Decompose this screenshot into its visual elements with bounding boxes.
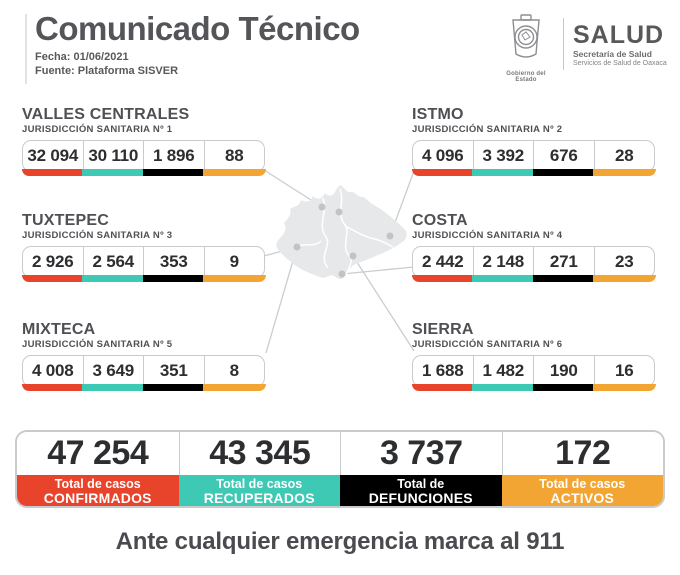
- total-recovered-label: Total de casos RECUPERADOS: [178, 475, 340, 506]
- total-confirmed-label: Total de casos CONFIRMADOS: [17, 475, 179, 506]
- total-active-value: 172: [501, 432, 663, 475]
- region-stats-box: 4 096 3 392 676 28: [411, 140, 656, 176]
- region-stats-box: 32 094 30 110 1 896 88: [21, 140, 266, 176]
- stat-recovered: 3 649: [82, 356, 145, 391]
- logo-block: Gobierno del Estado SALUD Secretaría de …: [498, 14, 667, 83]
- stat-active: 23: [593, 247, 656, 282]
- stat-confirmed: 2 442: [411, 247, 474, 282]
- stat-confirmed: 2 926: [21, 247, 84, 282]
- region-card-tuxtepec: TUXTEPEC JURISDICCIÓN SANITARIA Nº 3 2 9…: [21, 212, 266, 282]
- stat-active: 28: [593, 141, 656, 176]
- region-jurisdiction: JURISDICCIÓN SANITARIA Nº 1: [22, 124, 173, 135]
- brand-subtitle-1: Secretaría de Salud: [573, 49, 652, 59]
- stat-confirmed: 1 688: [411, 356, 474, 391]
- region-stats-box: 4 008 3 649 351 8: [21, 355, 266, 391]
- page-title: Comunicado Técnico: [35, 10, 360, 47]
- stat-recovered: 30 110: [82, 141, 145, 176]
- region-jurisdiction: JURISDICCIÓN SANITARIA Nº 6: [412, 339, 563, 350]
- stat-deaths: 676: [532, 141, 595, 176]
- state-outline: [276, 185, 407, 280]
- date-label: Fecha: 01/06/2021: [35, 51, 129, 63]
- total-deaths-value: 3 737: [340, 432, 502, 475]
- stat-recovered: 3 392: [472, 141, 535, 176]
- region-name: ISTMO: [412, 106, 464, 123]
- total-recovered-value: 43 345: [178, 432, 340, 475]
- region-card-istmo: ISTMO JURISDICCIÓN SANITARIA Nº 2 4 096 …: [411, 106, 656, 176]
- total-active: 172 Total de casos ACTIVOS: [501, 432, 663, 506]
- header-rule: [25, 14, 27, 84]
- stat-recovered: 1 482: [472, 356, 535, 391]
- brand-name: SALUD: [573, 21, 665, 49]
- total-confirmed: 47 254 Total de casos CONFIRMADOS: [17, 432, 179, 506]
- stat-recovered: 2 148: [472, 247, 535, 282]
- region-name: MIXTECA: [22, 321, 96, 338]
- stat-active: 88: [203, 141, 266, 176]
- header: Comunicado Técnico Fecha: 01/06/2021 Fue…: [35, 10, 360, 78]
- header-meta: Fecha: 01/06/2021 Fuente: Plataforma SIS…: [35, 51, 360, 78]
- region-card-costa: COSTA JURISDICCIÓN SANITARIA Nº 4 2 442 …: [411, 212, 656, 282]
- stat-deaths: 353: [142, 247, 205, 282]
- total-active-label: Total de casos ACTIVOS: [501, 475, 663, 506]
- region-stats-box: 2 442 2 148 271 23: [411, 246, 656, 282]
- government-seal: Gobierno del Estado: [498, 14, 554, 83]
- region-name: COSTA: [412, 212, 468, 229]
- region-jurisdiction: JURISDICCIÓN SANITARIA Nº 5: [22, 339, 173, 350]
- seal-icon: [512, 14, 540, 58]
- stat-deaths: 190: [532, 356, 595, 391]
- brand-subtitle-2: Servicios de Salud de Oaxaca: [573, 60, 667, 67]
- stat-confirmed: 4 096: [411, 141, 474, 176]
- stat-active: 16: [593, 356, 656, 391]
- logo-divider: [563, 18, 564, 70]
- total-deaths: 3 737 Total de DEFUNCIONES: [340, 432, 502, 506]
- region-card-sierra: SIERRA JURISDICCIÓN SANITARIA Nº 6 1 688…: [411, 321, 656, 391]
- source-label: Fuente: Plataforma SISVER: [35, 64, 179, 77]
- region-name: TUXTEPEC: [22, 212, 109, 229]
- region-stats-box: 2 926 2 564 353 9: [21, 246, 266, 282]
- region-card-mixteca: MIXTECA JURISDICCIÓN SANITARIA Nº 5 4 00…: [21, 321, 266, 391]
- seal-caption: Gobierno del Estado: [506, 71, 546, 83]
- region-name: SIERRA: [412, 321, 474, 338]
- region-card-valles-centrales: VALLES CENTRALES JURISDICCIÓN SANITARIA …: [21, 106, 266, 176]
- map-markers: [293, 203, 394, 278]
- stat-deaths: 1 896: [142, 141, 205, 176]
- stat-deaths: 271: [532, 247, 595, 282]
- region-jurisdiction: JURISDICCIÓN SANITARIA Nº 2: [412, 124, 563, 135]
- region-jurisdiction: JURISDICCIÓN SANITARIA Nº 3: [22, 230, 173, 241]
- district-borders: [295, 188, 394, 276]
- total-confirmed-value: 47 254: [17, 432, 179, 475]
- region-jurisdiction: JURISDICCIÓN SANITARIA Nº 4: [412, 230, 563, 241]
- stat-recovered: 2 564: [82, 247, 145, 282]
- stat-active: 8: [203, 356, 266, 391]
- health-brand: SALUD Secretaría de Salud Servicios de S…: [573, 14, 667, 68]
- stat-active: 9: [203, 247, 266, 282]
- emergency-message: Ante cualquier emergencia marca al 911: [115, 528, 565, 555]
- region-name: VALLES CENTRALES: [22, 106, 190, 123]
- total-deaths-label: Total de DEFUNCIONES: [340, 475, 502, 506]
- totals-bar: 47 254 Total de casos CONFIRMADOS 43 345 …: [15, 430, 665, 508]
- region-stats-box: 1 688 1 482 190 16: [411, 355, 656, 391]
- stat-confirmed: 4 008: [21, 356, 84, 391]
- total-recovered: 43 345 Total de casos RECUPERADOS: [178, 432, 340, 506]
- stat-deaths: 351: [142, 356, 205, 391]
- stat-confirmed: 32 094: [21, 141, 84, 176]
